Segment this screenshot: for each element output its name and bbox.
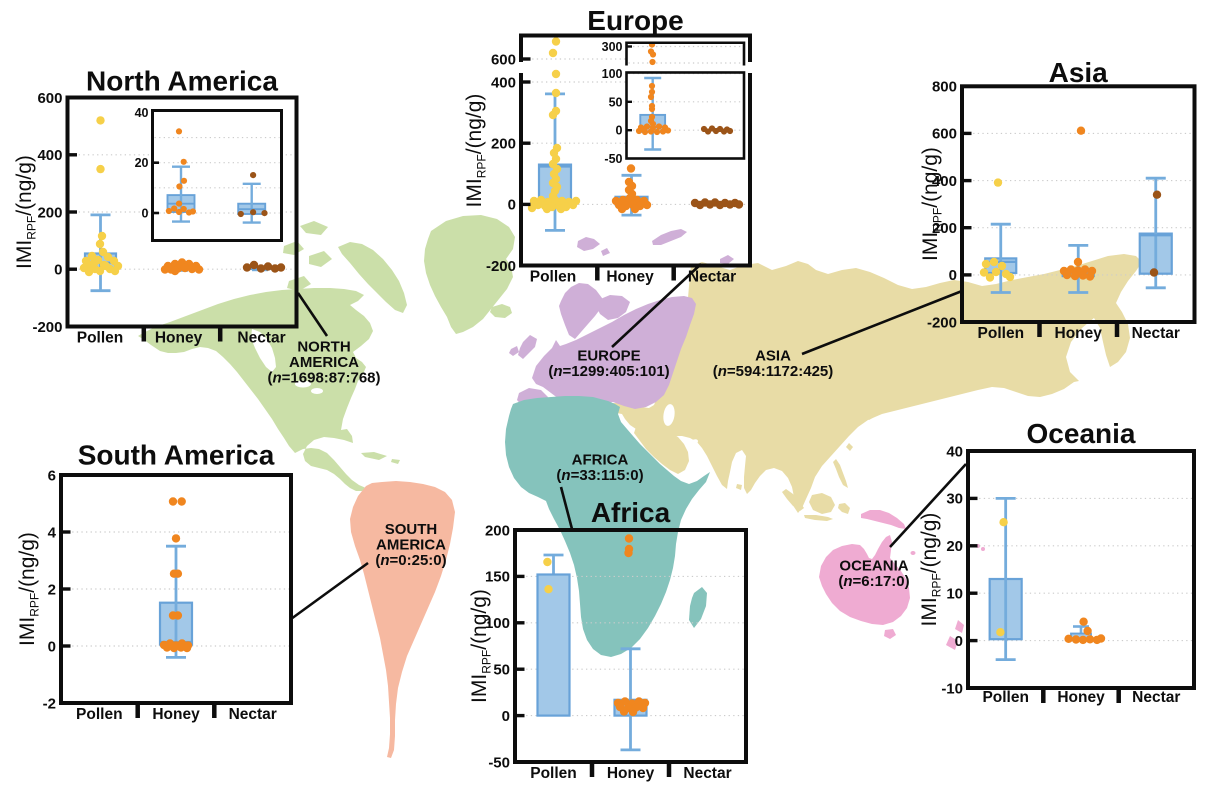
svg-text:-2: -2: [43, 695, 56, 712]
svg-text:Nectar: Nectar: [688, 269, 736, 286]
svg-text:20: 20: [946, 538, 963, 555]
svg-text:800: 800: [932, 79, 957, 96]
svg-text:Nectar: Nectar: [1132, 689, 1180, 706]
svg-text:600: 600: [491, 51, 516, 68]
svg-text:0: 0: [54, 262, 62, 279]
svg-text:AMERICA: AMERICA: [289, 354, 359, 371]
svg-text:Oceania: Oceania: [1027, 418, 1136, 449]
svg-text:40: 40: [946, 443, 963, 460]
svg-text:AMERICA: AMERICA: [376, 537, 446, 554]
svg-text:100: 100: [602, 67, 623, 81]
svg-text:AFRICA: AFRICA: [572, 452, 629, 469]
svg-text:IMIRPF/(ng/g): IMIRPF/(ng/g): [918, 513, 944, 627]
svg-text:Honey: Honey: [1055, 325, 1103, 342]
svg-text:-50: -50: [488, 754, 510, 771]
svg-text:Honey: Honey: [152, 706, 200, 723]
svg-text:-200: -200: [32, 319, 62, 336]
svg-text:IMIRPF/(ng/g): IMIRPF/(ng/g): [16, 532, 42, 646]
svg-text:0: 0: [949, 267, 957, 284]
svg-text:0: 0: [616, 124, 623, 138]
svg-text:0: 0: [48, 638, 56, 655]
svg-text:Nectar: Nectar: [229, 706, 277, 723]
svg-text:SOUTH: SOUTH: [385, 521, 438, 538]
svg-text:0: 0: [955, 633, 963, 650]
svg-text:600: 600: [932, 126, 957, 143]
svg-text:Europe: Europe: [587, 5, 683, 36]
svg-text:Africa: Africa: [591, 497, 671, 528]
svg-text:IMIRPF/(ng/g): IMIRPF/(ng/g): [463, 94, 489, 208]
svg-text:150: 150: [485, 569, 510, 586]
svg-text:Pollen: Pollen: [77, 330, 124, 347]
svg-text:0: 0: [142, 207, 149, 221]
svg-text:Honey: Honey: [606, 269, 654, 286]
svg-text:IMIRPF/(ng/g): IMIRPF/(ng/g): [919, 147, 945, 261]
svg-text:(n=0:25:0): (n=0:25:0): [375, 552, 446, 569]
svg-text:40: 40: [135, 106, 149, 120]
svg-text:Pollen: Pollen: [978, 325, 1025, 342]
svg-text:EUROPE: EUROPE: [577, 348, 640, 365]
svg-text:Asia: Asia: [1049, 57, 1109, 88]
svg-text:IMIRPF/(ng/g): IMIRPF/(ng/g): [13, 155, 39, 269]
svg-text:(n=1698:87:768): (n=1698:87:768): [268, 370, 381, 387]
svg-text:400: 400: [932, 173, 957, 190]
svg-text:Nectar: Nectar: [1132, 325, 1180, 342]
svg-text:10: 10: [946, 586, 963, 603]
svg-text:Nectar: Nectar: [683, 765, 731, 782]
svg-text:-200: -200: [927, 314, 957, 331]
svg-text:600: 600: [37, 90, 62, 107]
svg-text:Honey: Honey: [607, 765, 655, 782]
svg-text:200: 200: [37, 204, 62, 221]
svg-text:Pollen: Pollen: [530, 765, 577, 782]
svg-text:-50: -50: [604, 152, 622, 166]
svg-text:200: 200: [491, 136, 516, 153]
svg-text:400: 400: [37, 147, 62, 164]
svg-text:Honey: Honey: [155, 330, 203, 347]
svg-text:400: 400: [491, 74, 516, 91]
svg-text:North America: North America: [86, 66, 278, 97]
svg-text:Pollen: Pollen: [530, 269, 577, 286]
svg-text:2: 2: [48, 581, 56, 598]
svg-text:0: 0: [502, 708, 510, 725]
svg-text:(n=1299:405:101): (n=1299:405:101): [548, 363, 669, 380]
svg-text:South America: South America: [78, 440, 275, 471]
svg-text:ASIA: ASIA: [755, 348, 791, 365]
svg-text:(n=6:17:0): (n=6:17:0): [838, 573, 909, 590]
svg-text:100: 100: [485, 615, 510, 632]
svg-text:50: 50: [609, 95, 623, 109]
svg-text:300: 300: [602, 40, 623, 54]
svg-text:OCEANIA: OCEANIA: [839, 558, 908, 575]
svg-text:(n=594:1172:425): (n=594:1172:425): [713, 363, 834, 380]
svg-text:Honey: Honey: [1057, 689, 1105, 706]
svg-text:4: 4: [48, 524, 57, 541]
svg-text:50: 50: [493, 662, 510, 679]
svg-text:6: 6: [48, 467, 56, 484]
svg-text:0: 0: [508, 197, 516, 214]
svg-text:-10: -10: [941, 680, 963, 697]
svg-text:200: 200: [932, 220, 957, 237]
svg-text:IMIRPF/(ng/g): IMIRPF/(ng/g): [468, 589, 494, 703]
svg-text:30: 30: [946, 491, 963, 508]
svg-text:-200: -200: [486, 258, 516, 275]
svg-text:Pollen: Pollen: [76, 706, 123, 723]
svg-text:(n=33:115:0): (n=33:115:0): [556, 467, 643, 484]
svg-text:20: 20: [135, 156, 149, 170]
svg-text:Pollen: Pollen: [982, 689, 1029, 706]
svg-text:NORTH: NORTH: [297, 339, 350, 356]
svg-text:Nectar: Nectar: [237, 330, 285, 347]
svg-text:200: 200: [485, 522, 510, 539]
